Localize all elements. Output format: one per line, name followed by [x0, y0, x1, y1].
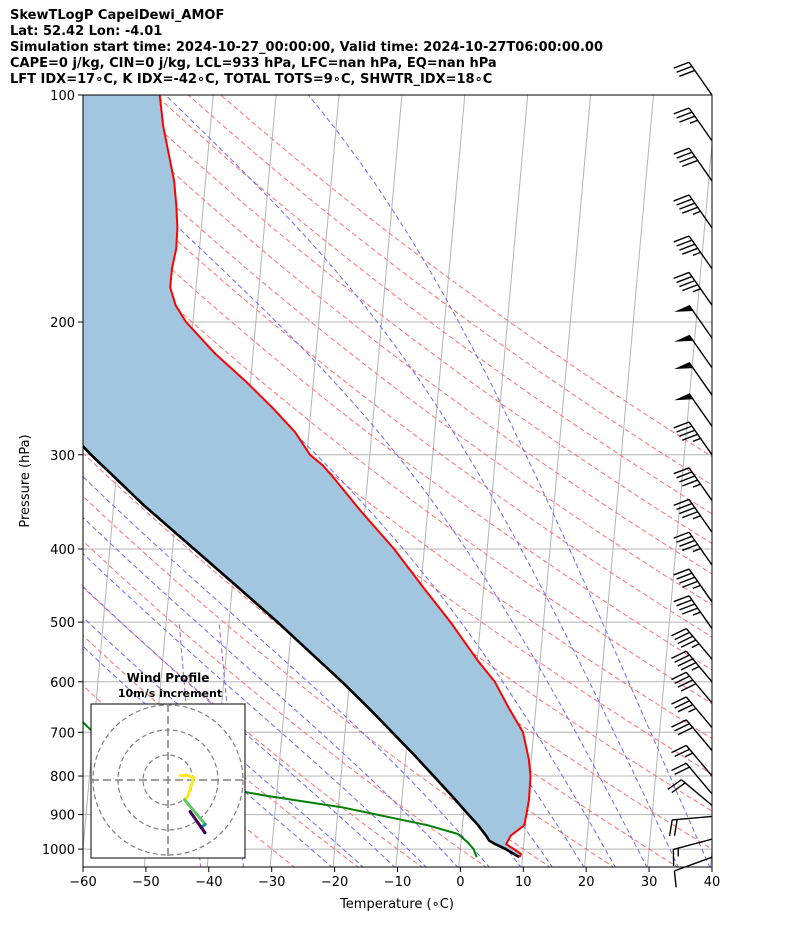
- y-tick-label: 500: [50, 616, 75, 631]
- wind-barb: [673, 531, 713, 566]
- cin-shaded-area: [83, 95, 531, 858]
- wind-barb: [674, 393, 713, 427]
- time-line: Simulation start time: 2024-10-27_00:00:…: [10, 40, 603, 55]
- wind-barb: [673, 421, 713, 456]
- x-tick-label: 40: [704, 875, 721, 890]
- cape-line: CAPE=0 j/kg, CIN=0 j/kg, LCL=933 hPa, LF…: [10, 56, 497, 71]
- x-tick-label: −10: [384, 875, 411, 890]
- isotherm-line: [584, 95, 655, 867]
- dry-adiabat: [83, 586, 423, 867]
- wind-profile-inset: Wind Profile 10m/s increment: [90, 671, 246, 859]
- profile-lines: [83, 95, 532, 859]
- wind-barb: [671, 650, 713, 683]
- dry-adiabat: [83, 410, 679, 867]
- dry-adiabat: [83, 220, 712, 705]
- index-line: LFT IDX=17∘C, K IDX=-42∘C, TOTAL TOTS=9∘…: [10, 72, 493, 87]
- hodograph-segment: [188, 810, 196, 819]
- wind-barb: [673, 467, 713, 501]
- x-tick-label: −40: [195, 875, 222, 890]
- dry-adiabat: [83, 452, 615, 867]
- moist-adiabat: [307, 95, 711, 867]
- temperature-line: [158, 95, 532, 858]
- wind-barb: [674, 304, 713, 339]
- wind-barb: [673, 595, 713, 629]
- wind-barb: [668, 815, 713, 837]
- wind-barb: [673, 107, 713, 142]
- isotherm-line: [709, 843, 712, 867]
- wind-barb: [671, 744, 713, 777]
- wind-barb: [674, 334, 713, 369]
- chart-title: SkewTLogP CapelDewi_AMOF: [10, 8, 225, 23]
- wind-barb: [673, 194, 713, 229]
- wind-barb: [671, 671, 713, 704]
- y-tick-label: 800: [50, 770, 75, 785]
- isotherm-line: [647, 138, 712, 867]
- chart-axes: −60 −50 −40 −30 −20 −10 0 10 20 30 40 100 200 300 400 5…: [42, 89, 720, 890]
- isotherm-line: [521, 95, 592, 867]
- hodograph-segment: [186, 776, 196, 799]
- x-tick-label: 10: [515, 875, 532, 890]
- cape-cin-shading: [83, 95, 531, 858]
- inset-subtitle: 10m/s increment: [118, 687, 222, 700]
- wind-barb: [671, 696, 713, 729]
- x-tick-label: −60: [69, 875, 96, 890]
- wind-barb: [671, 762, 713, 795]
- y-tick-label: 600: [50, 676, 75, 691]
- y-tick-label: 900: [50, 809, 75, 824]
- wind-barb: [667, 779, 713, 806]
- wind-barb: [671, 627, 713, 660]
- x-axis-label: Temperature (∘C): [339, 897, 454, 912]
- wind-barb: [673, 856, 713, 888]
- wind-barb: [673, 568, 713, 603]
- wind-barb: [671, 719, 713, 751]
- wind-barb: [673, 61, 713, 96]
- x-tick-label: −50: [132, 875, 159, 890]
- hodograph: [91, 704, 245, 858]
- wind-barb: [673, 498, 713, 533]
- moist-adiabat: [83, 134, 648, 867]
- dewpoint-line: [83, 721, 478, 858]
- moist-adiabat: [165, 95, 679, 867]
- wind-barb: [673, 147, 713, 182]
- y-tick-label: 100: [50, 89, 75, 104]
- moist-adiabat: [83, 616, 364, 867]
- moist-adiabat: [83, 645, 333, 867]
- wind-barb: [673, 271, 713, 306]
- wind-barbs: [667, 61, 713, 888]
- dry-adiabat: [90, 95, 712, 575]
- parcel-line: [83, 444, 521, 859]
- y-tick-label: 1000: [42, 843, 75, 858]
- moist-adiabat: [83, 516, 459, 867]
- dry-adiabat: [155, 95, 712, 515]
- x-tick-label: −20: [321, 875, 348, 890]
- moist-adiabat: [83, 585, 396, 867]
- dry-adiabat: [83, 540, 487, 867]
- wind-barb: [673, 235, 713, 270]
- x-tick-label: 30: [641, 875, 658, 890]
- chart-header: SkewTLogP CapelDewi_AMOF Lat: 52.42 Lon:…: [10, 8, 603, 88]
- y-tick-label: 700: [50, 726, 75, 741]
- dry-adiabat: [83, 119, 712, 606]
- x-tick-label: 20: [578, 875, 595, 890]
- dry-adiabat: [187, 95, 712, 486]
- x-tick-label: −30: [258, 875, 285, 890]
- wind-barb: [672, 838, 713, 866]
- wind-barb: [674, 361, 713, 396]
- location-line: Lat: 52.42 Lon: -4.01: [10, 24, 163, 39]
- x-tick-label: 0: [456, 875, 464, 890]
- inset-title: Wind Profile: [127, 671, 210, 685]
- y-tick-label: 200: [50, 316, 75, 331]
- y-tick-label: 400: [50, 543, 75, 558]
- y-tick-label: 300: [50, 449, 75, 464]
- y-axis-label: Pressure (hPa): [18, 434, 33, 527]
